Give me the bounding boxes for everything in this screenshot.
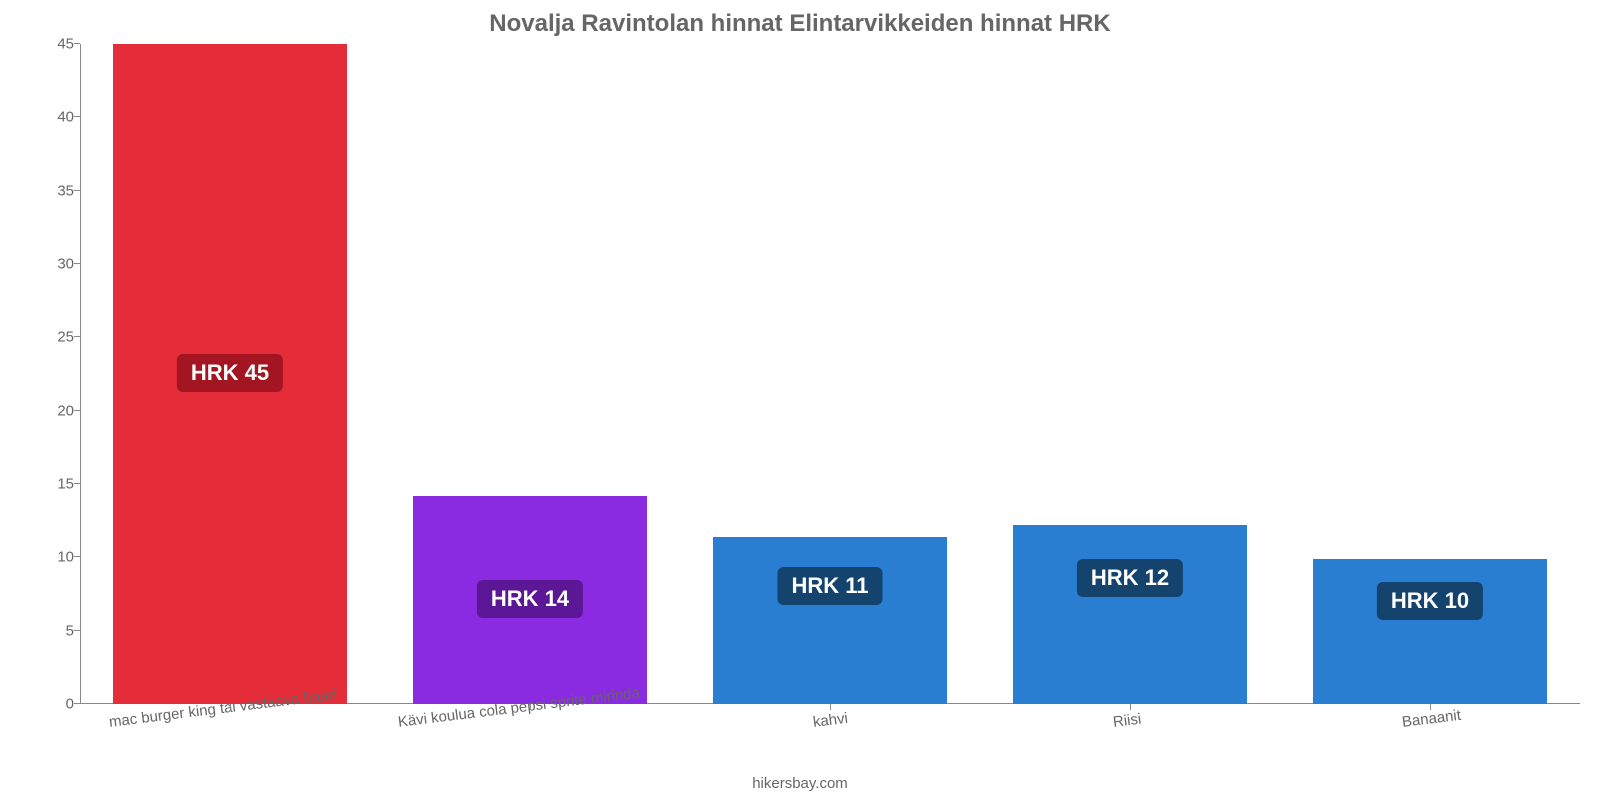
y-tick-mark (74, 116, 80, 117)
category-label: kahvi (812, 710, 849, 731)
category-label: Riisi (1112, 711, 1142, 731)
y-tick-mark (74, 556, 80, 557)
x-tick-mark (230, 704, 231, 710)
y-tick-mark (74, 336, 80, 337)
y-tick-label: 25 (30, 329, 74, 346)
y-tick-mark (74, 630, 80, 631)
bar (1313, 559, 1547, 704)
plot-area: 051015202530354045HRK 45mac burger king … (80, 44, 1580, 704)
bar-value-label: HRK 45 (177, 354, 283, 392)
bar-value-label: HRK 14 (477, 580, 583, 618)
chart-container: Novalja Ravintolan hinnat Elintarvikkeid… (0, 0, 1600, 800)
x-tick-mark (1130, 704, 1131, 710)
bar-value-label: HRK 10 (1377, 582, 1483, 620)
x-tick-mark (1430, 704, 1431, 710)
y-tick-label: 45 (30, 36, 74, 53)
y-tick-label: 5 (30, 622, 74, 639)
y-tick-mark (74, 43, 80, 44)
y-tick-mark (74, 263, 80, 264)
y-tick-label: 15 (30, 476, 74, 493)
bar (1013, 525, 1247, 704)
y-tick-label: 35 (30, 182, 74, 199)
bar-value-label: HRK 12 (1077, 559, 1183, 597)
bar-value-label: HRK 11 (777, 567, 882, 605)
y-tick-mark (74, 703, 80, 704)
y-tick-label: 10 (30, 549, 74, 566)
chart-title: Novalja Ravintolan hinnat Elintarvikkeid… (0, 0, 1600, 38)
bar (713, 537, 947, 704)
y-tick-mark (74, 483, 80, 484)
y-tick-label: 40 (30, 109, 74, 126)
y-tick-label: 20 (30, 402, 74, 419)
y-tick-mark (74, 410, 80, 411)
x-tick-mark (830, 704, 831, 710)
y-tick-mark (74, 190, 80, 191)
x-tick-mark (530, 704, 531, 710)
y-tick-label: 30 (30, 256, 74, 273)
y-tick-label: 0 (30, 696, 74, 713)
footer-credit: hikersbay.com (0, 775, 1600, 792)
y-axis (80, 44, 81, 704)
category-label: Banaanit (1401, 707, 1462, 731)
